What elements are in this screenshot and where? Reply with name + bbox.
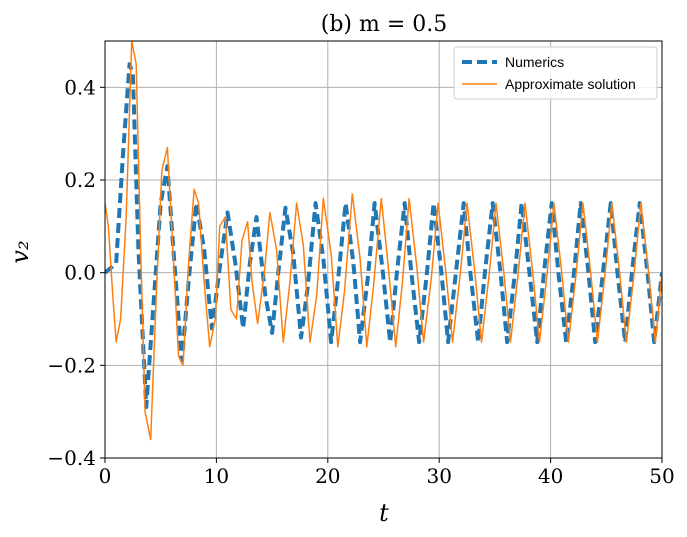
legend-label-numerics: Numerics xyxy=(505,54,564,70)
x-tick-label: 40 xyxy=(538,464,563,488)
legend-label-approximate-solution: Approximate solution xyxy=(505,76,636,92)
chart-title: (b) m = 0.5 xyxy=(321,12,448,37)
x-tick-label: 30 xyxy=(426,464,451,488)
axes-layer xyxy=(104,40,663,459)
series-layer xyxy=(105,41,662,441)
series-line-numerics xyxy=(105,62,662,410)
y-axis-label: v₂ xyxy=(6,240,34,263)
y-tick-label: 0.4 xyxy=(64,75,96,99)
x-tick-label: 20 xyxy=(315,464,340,488)
legend: Numerics Approximate solution xyxy=(453,46,658,100)
x-tick-label: 50 xyxy=(649,464,674,488)
x-axis-label: t xyxy=(379,499,389,527)
y-tick-label: −0.4 xyxy=(47,446,96,470)
series-line-approximate-solution xyxy=(105,41,662,441)
plot-frame xyxy=(104,40,663,459)
x-tick-label: 10 xyxy=(204,464,229,488)
y-tick-label: 0.2 xyxy=(64,168,96,192)
x-tick-label: 0 xyxy=(99,464,112,488)
legend-box xyxy=(453,46,658,100)
y-tick-label: −0.2 xyxy=(47,353,96,377)
ticks-layer: 0 10 20 30 40 50 −0.4 −0.2 0.0 0.2 0.4 xyxy=(47,75,674,488)
y-tick-label: 0.0 xyxy=(64,261,96,285)
